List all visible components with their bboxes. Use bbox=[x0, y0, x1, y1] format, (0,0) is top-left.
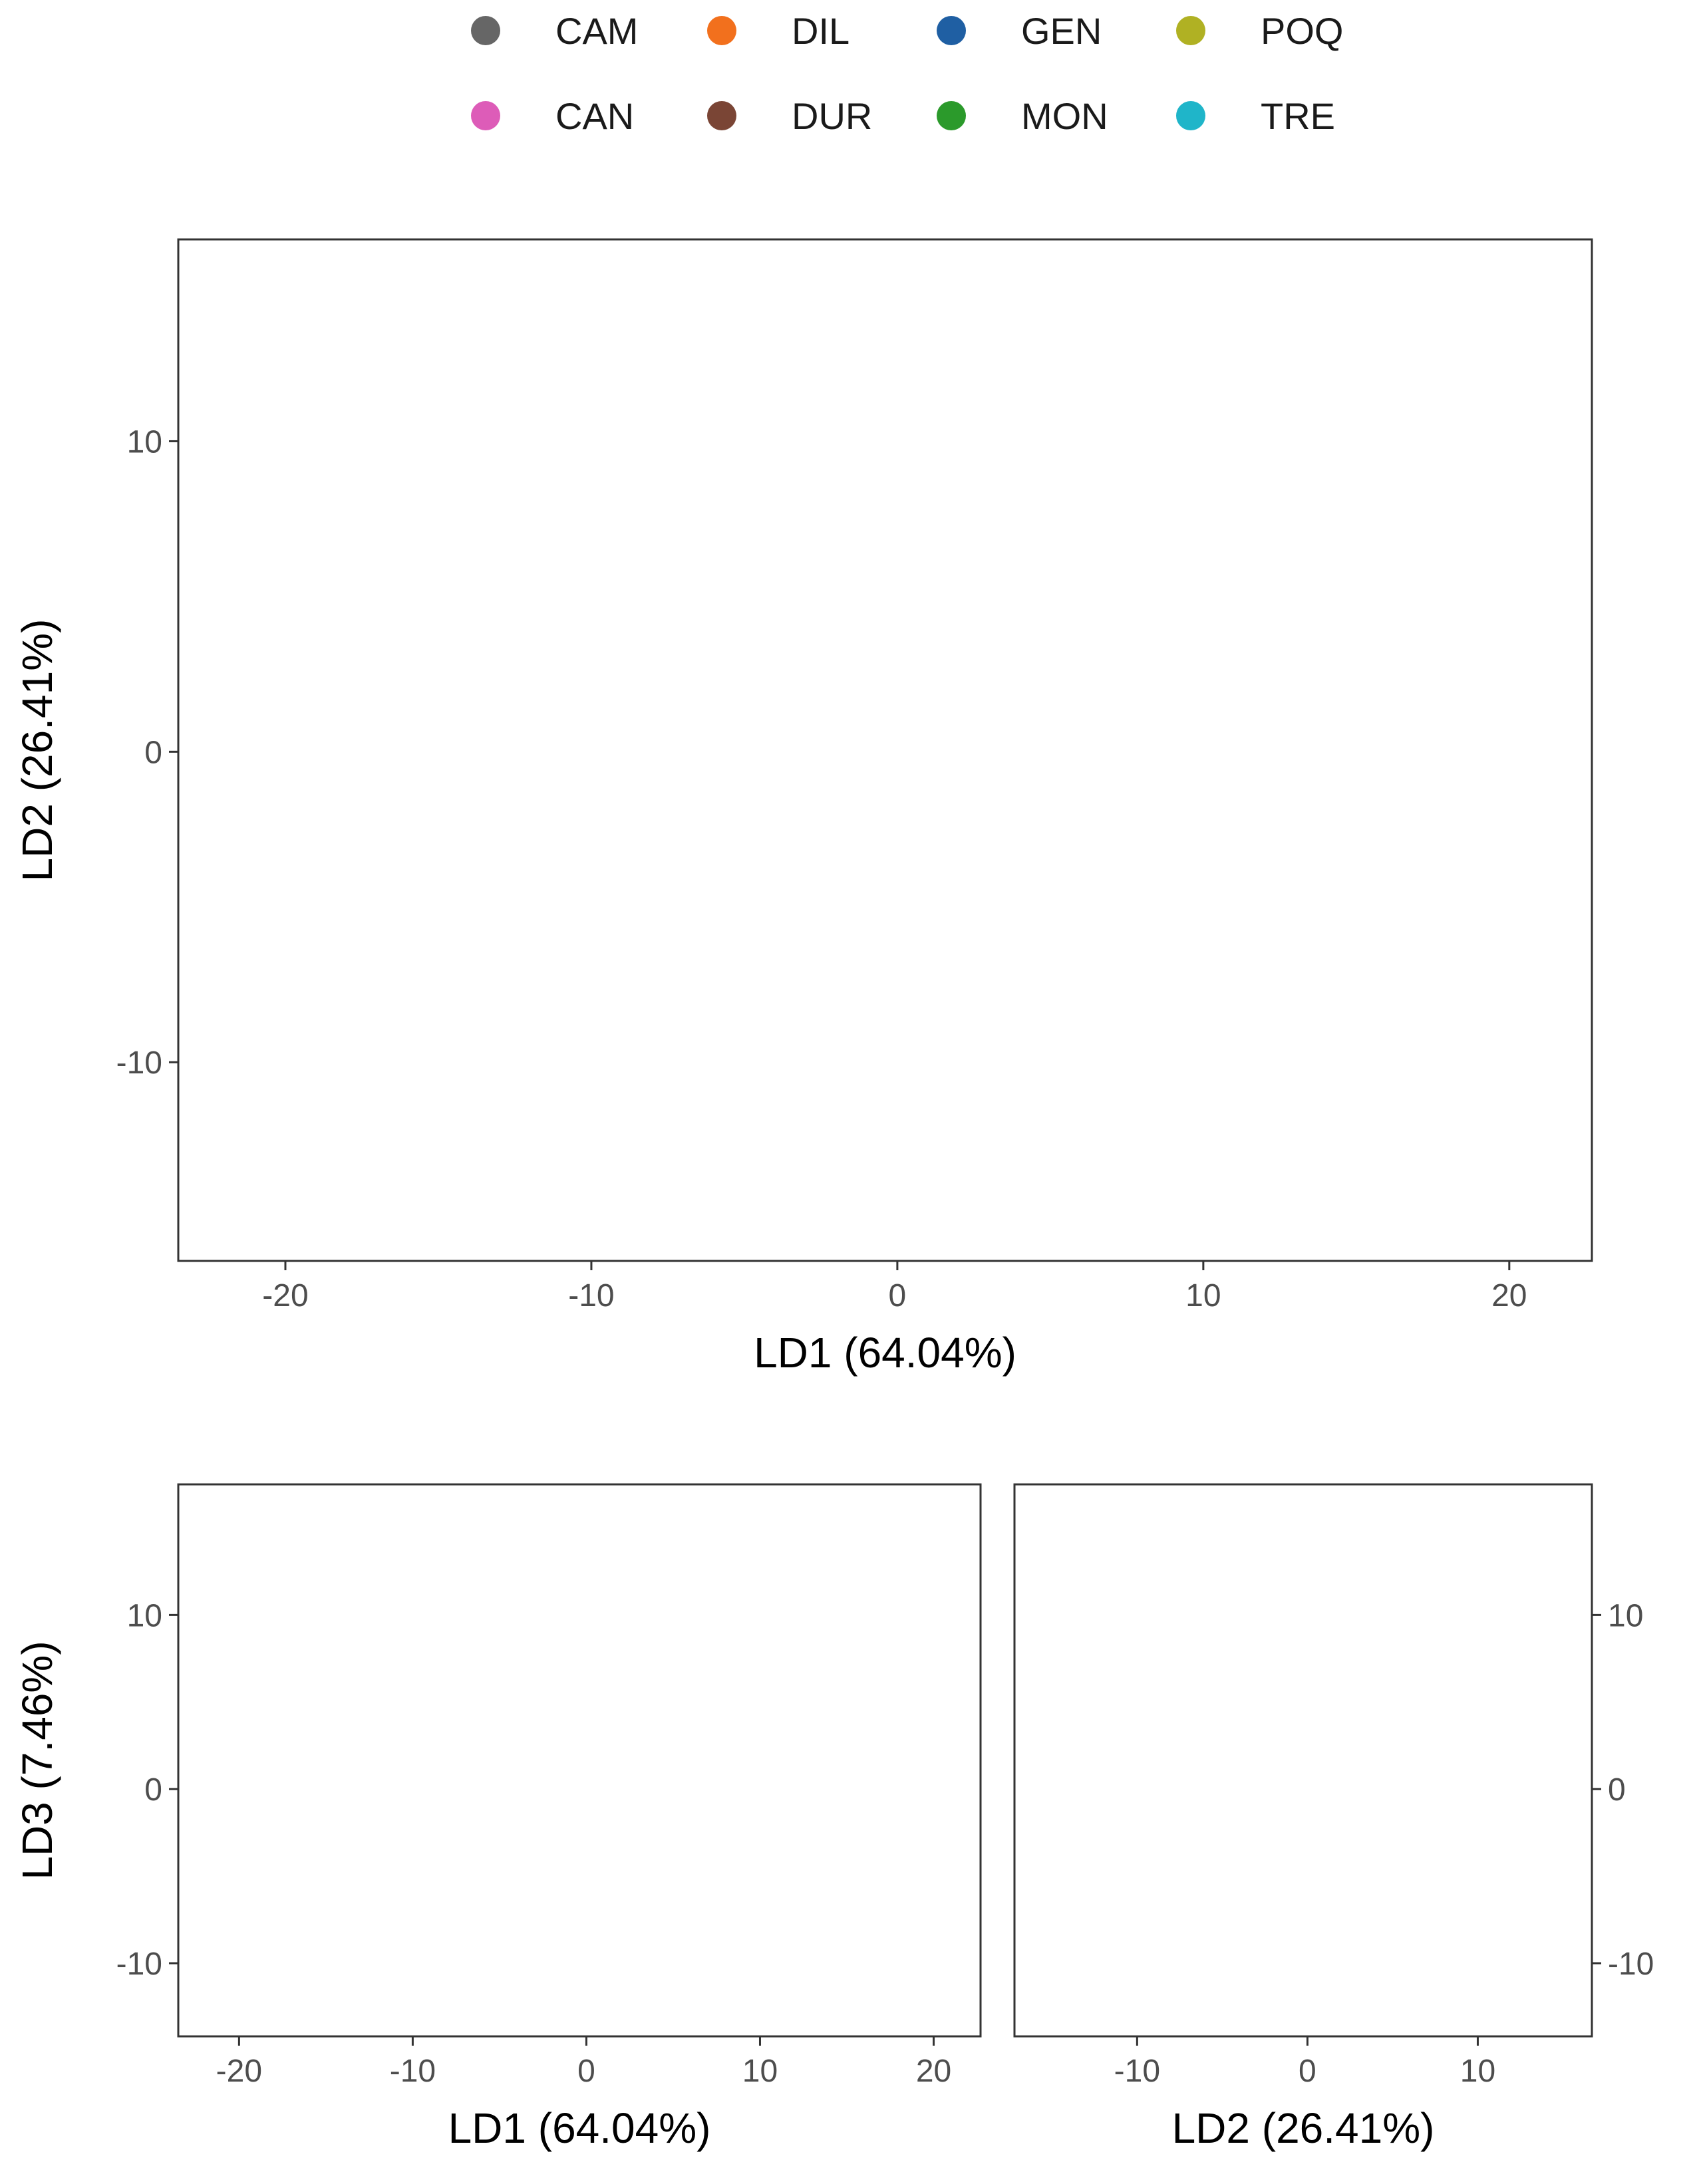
y-tick-label: -10 bbox=[116, 1947, 162, 1982]
legend-key-gen bbox=[937, 16, 966, 45]
legend-key-cam bbox=[471, 16, 500, 45]
legend-label: CAM bbox=[555, 10, 638, 52]
panel-border bbox=[1013, 1483, 1593, 2038]
x-tick-label: -10 bbox=[568, 1278, 614, 1313]
x-tick-label: 0 bbox=[889, 1278, 907, 1313]
y-tick-label: -10 bbox=[116, 1045, 162, 1081]
x-tick-label: 0 bbox=[1299, 2054, 1316, 2089]
x-tick-label: -10 bbox=[1114, 2054, 1160, 2089]
legend-key-dur bbox=[707, 101, 736, 130]
legend-item-mon: MON bbox=[937, 95, 1108, 137]
y-tick-label: 0 bbox=[1608, 1772, 1626, 1808]
x-tick-label: 0 bbox=[577, 2054, 595, 2089]
legend-label: DUR bbox=[792, 95, 872, 137]
panel-border bbox=[177, 238, 1593, 1262]
panel-border bbox=[177, 1483, 982, 2038]
y-tick-label: 10 bbox=[127, 424, 162, 460]
legend-item-poq: POQ bbox=[1176, 10, 1343, 52]
y-tick-label: 10 bbox=[127, 1598, 162, 1633]
x-tick-label: -20 bbox=[262, 1278, 308, 1313]
legend-item-dil: DIL bbox=[707, 10, 849, 52]
y-axis-title: LD3 (7.46%) bbox=[13, 1641, 61, 1879]
legend-label: DIL bbox=[792, 10, 849, 52]
legend-key-poq bbox=[1176, 16, 1205, 45]
legend-label: GEN bbox=[1021, 10, 1102, 52]
legend-label: CAN bbox=[555, 95, 634, 137]
legend-key-tre bbox=[1176, 101, 1205, 130]
x-tick-label: 10 bbox=[1460, 2054, 1495, 2089]
legend: CAM DIL GEN POQ CAN DUR MON TRE bbox=[471, 10, 1343, 137]
y-tick-label: -10 bbox=[1608, 1947, 1654, 1982]
y-tick-label: 10 bbox=[1608, 1598, 1643, 1633]
legend-label: TRE bbox=[1261, 95, 1335, 137]
x-tick-label: 20 bbox=[916, 2054, 951, 2089]
y-tick-label: 0 bbox=[144, 735, 162, 770]
legend-label: POQ bbox=[1261, 10, 1343, 52]
legend-key-mon bbox=[937, 101, 966, 130]
x-tick-label: -10 bbox=[390, 2054, 436, 2089]
legend-item-gen: GEN bbox=[937, 10, 1102, 52]
legend-key-dil bbox=[707, 16, 736, 45]
legend-key-can bbox=[471, 101, 500, 130]
x-axis-title: LD1 (64.04%) bbox=[754, 1329, 1016, 1377]
legend-item-dur: DUR bbox=[707, 95, 872, 137]
legend-label: MON bbox=[1021, 95, 1108, 137]
legend-item-can: CAN bbox=[471, 95, 634, 137]
x-tick-label: 10 bbox=[1185, 1278, 1221, 1313]
x-axis-title: LD2 (26.41%) bbox=[1172, 2104, 1435, 2152]
x-tick-label: 10 bbox=[742, 2054, 778, 2089]
y-tick-label: 0 bbox=[144, 1772, 162, 1808]
y-axis-title: LD2 (26.41%) bbox=[13, 619, 61, 882]
x-axis-title: LD1 (64.04%) bbox=[448, 2104, 711, 2152]
x-tick-label: 20 bbox=[1491, 1278, 1527, 1313]
x-tick-label: -20 bbox=[216, 2054, 262, 2089]
legend-item-tre: TRE bbox=[1176, 95, 1335, 137]
legend-item-cam: CAM bbox=[471, 10, 638, 52]
